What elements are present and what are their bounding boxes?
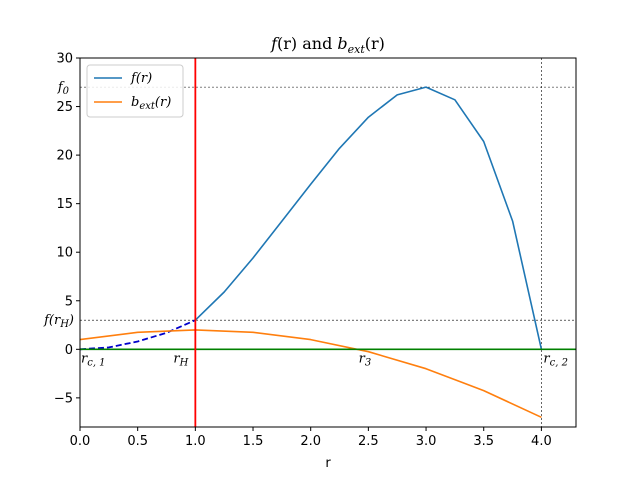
series-line-0: [194, 86, 543, 350]
label-f0: f0: [57, 80, 70, 97]
x-tick-label: 0.0: [70, 434, 91, 449]
label-f-rH: f(rH): [43, 313, 74, 330]
x-axis-label: r: [325, 456, 331, 471]
title-mid: (r) and: [277, 34, 337, 53]
reference-lines: [80, 58, 576, 427]
title-sub: ext: [348, 43, 366, 56]
x-tick-label: 2.0: [300, 434, 321, 449]
guide-lines: [80, 58, 576, 427]
series-line-1: [79, 319, 196, 351]
y-tick-label: 10: [56, 246, 73, 261]
label-r-3: r3: [359, 351, 372, 368]
legend: f(r) bext(r): [86, 64, 184, 118]
x-tick-label: 4.0: [531, 434, 552, 449]
legend-label-f: f(r): [130, 71, 152, 86]
y-tick-label: −5: [54, 391, 73, 406]
series-line-2: [79, 329, 542, 419]
legend-f-base: f: [130, 71, 138, 86]
x-tick-label: 1.5: [243, 434, 264, 449]
x-tick-label: 1.0: [185, 434, 206, 449]
title-b: b: [337, 34, 347, 53]
legend-b-sub: ext: [139, 101, 156, 112]
y-tick-label: 25: [56, 100, 73, 115]
x-tick-label: 2.5: [358, 434, 379, 449]
title-end: (r): [365, 34, 385, 53]
label-r-c2: rc, 2: [543, 351, 568, 368]
x-tick-label: 0.5: [127, 434, 148, 449]
legend-f-arg: (r): [136, 71, 152, 86]
y-tick-label: 20: [56, 149, 73, 164]
chart-title: f(r) and bext(r): [270, 34, 385, 56]
y-tick-label: 15: [56, 197, 73, 212]
y-tick-label: 30: [56, 52, 73, 67]
y-ticks: −5 0 5 10 15 20 25 30: [54, 52, 80, 406]
y-tick-label: 0: [65, 343, 73, 358]
title-f: f: [270, 34, 280, 53]
x-ticks: 0.0 0.5 1.0 1.5 2.0 2.5 3.0 3.5 4.0: [70, 427, 552, 449]
legend-label-bext: bext(r): [131, 95, 171, 112]
legend-b-arg: (r): [155, 95, 171, 110]
x-tick-label: 3.5: [473, 434, 494, 449]
label-r-h: rH: [173, 351, 188, 368]
annotations: f0 f(rH) rc, 1 rH r3 rc, 2: [43, 80, 568, 368]
y-tick-label: 5: [65, 294, 73, 309]
label-r-c1: rc, 1: [81, 351, 106, 368]
legend-b-base: b: [131, 95, 139, 110]
series-lines: [79, 86, 543, 419]
x-tick-label: 3.0: [416, 434, 437, 449]
plot-frame: [79, 57, 577, 428]
